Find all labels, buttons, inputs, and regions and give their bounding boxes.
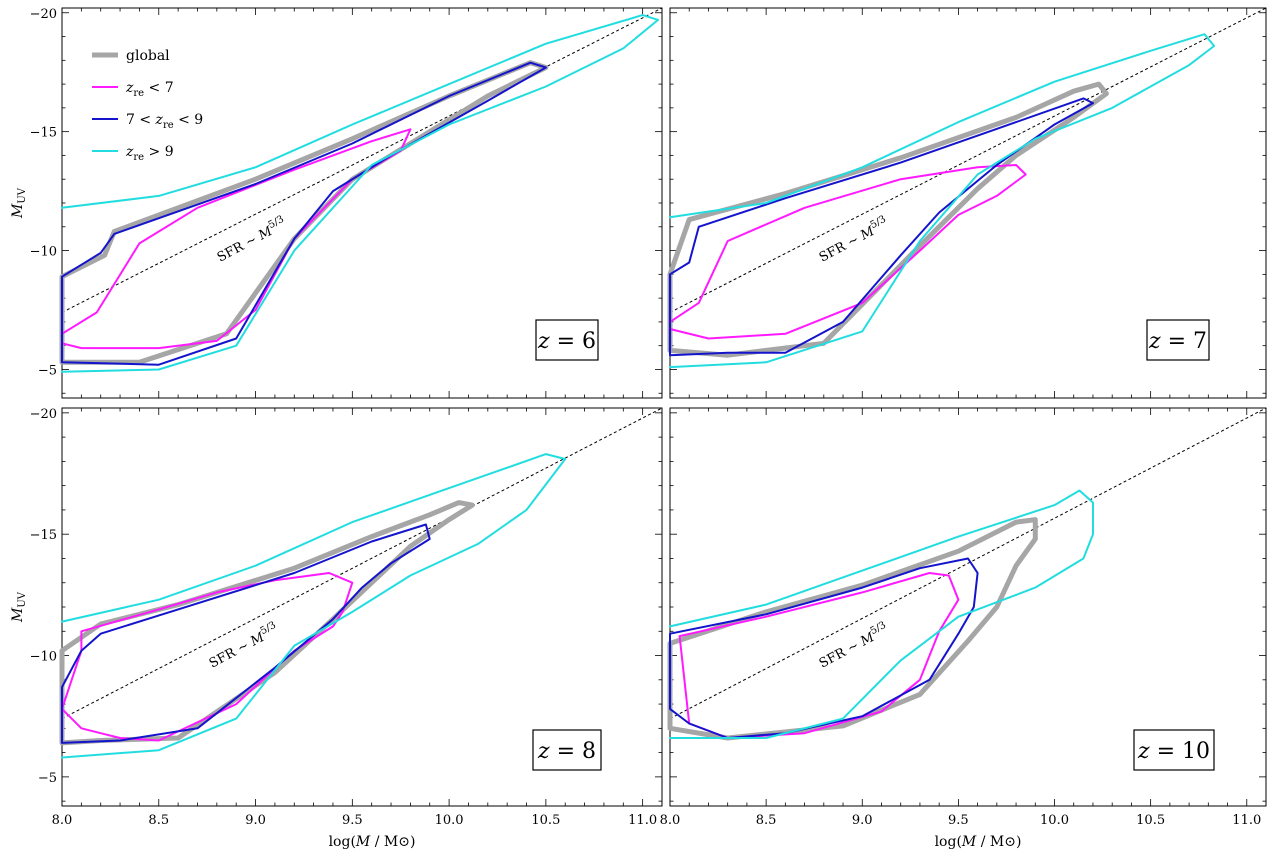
reference-line [669,407,1267,720]
y-tick-label: −5 [38,363,57,378]
series-global [59,60,549,365]
sfr-annotation: SFR ~ M5/3 [815,214,891,266]
series-7-zre-9 [61,523,431,744]
series-7-zre-9 [669,97,1094,357]
x-tick-label: 8.5 [148,813,169,828]
x-tick-label: 9.0 [852,813,873,828]
legend-label: 7 < zre < 9 [126,112,203,131]
x-tick-label: 10.5 [531,813,560,828]
x-tick-label: 11.0 [1232,813,1261,828]
series-zre-9 [61,14,660,373]
series-global [667,81,1109,358]
redshift-label-box [532,729,602,771]
legend-label: global [126,48,170,64]
x-axis-label: log(M / M⊙) [935,834,1022,850]
sfr-annotation: SFR ~ M5/3 [205,620,281,672]
x-tick-label: 10.0 [1040,813,1069,828]
panel-2: SFR ~ M5/3 z = 7 [667,7,1267,399]
series-zre-9 [61,453,567,759]
series-global [667,517,1038,741]
legend: global zre < 7 7 < zre < 9 zre > 9 [92,48,203,163]
series-zre-7 [669,164,1027,340]
y-tick-label: −20 [30,407,57,422]
redshift-label: z = 8 [537,739,596,764]
series-7-zre-9 [669,557,979,739]
y-tick-label: −10 [30,245,57,260]
series-zre-9 [669,489,1094,739]
y-axis-label: MUV [10,591,28,623]
y-tick-label: −20 [30,7,57,22]
x-tick-label: 10.0 [435,813,464,828]
reference-line [61,407,663,720]
x-tick-label: 8.5 [756,813,777,828]
x-tick-label: 8.0 [52,813,73,828]
x-tick-label: 11.0 [628,813,657,828]
reference-line [61,7,663,313]
y-tick-label: −5 [38,771,57,786]
x-tick-label: 9.0 [245,813,266,828]
y-axis-label: MUV [10,187,28,219]
series-zre-7 [61,572,354,742]
x-tick-label: 9.5 [948,813,969,828]
series-zre-9 [669,33,1216,369]
x-axis-label: log(M / M⊙) [329,834,416,850]
redshift-label: z = 7 [1148,329,1207,354]
x-tick-label: 8.0 [660,813,681,828]
reference-line [669,7,1267,313]
redshift-label-box [1146,319,1210,361]
panel-3: −5 −10 −15 −20 MUV 8.0 8.5 9.0 9.5 10.0 10.5 11.0 lo… [10,407,663,850]
series-7-zre-9 [61,61,547,366]
y-tick-label: −15 [30,528,57,543]
redshift-label-box [1133,729,1215,771]
legend-label: zre > 9 [125,144,174,163]
panel-4: 8.0 8.5 9.0 9.5 10.0 10.5 11.0 log(M / M⊙) SFR ~… [660,407,1267,850]
legend-label: zre < 7 [125,80,174,99]
y-tick-label: −15 [30,126,57,141]
x-tick-label: 10.5 [1136,813,1165,828]
x-tick-label: 9.5 [342,813,363,828]
redshift-label-box [535,319,599,361]
sfr-annotation: SFR ~ M5/3 [815,620,891,672]
y-tick-label: −10 [30,650,57,665]
redshift-label: z = 6 [537,329,596,354]
redshift-label: z = 10 [1137,739,1210,764]
series-global [59,500,475,746]
